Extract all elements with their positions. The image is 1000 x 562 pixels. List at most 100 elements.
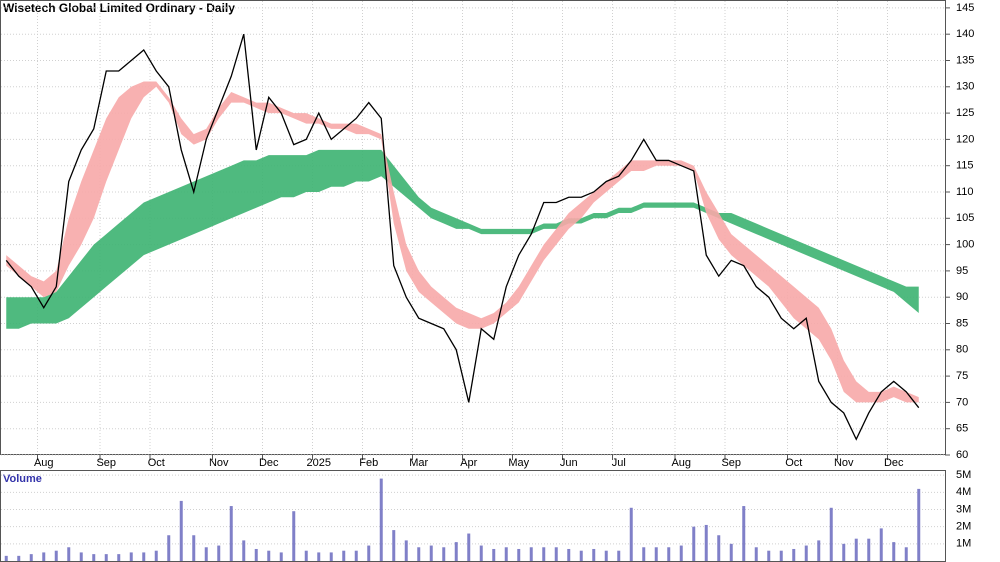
volume-bar [917,488,921,561]
volume-bar [79,552,83,561]
x-tick-label: Oct [148,457,165,469]
y-tick-label: 70 [956,396,968,408]
volume-bar [367,545,371,561]
volume-bar [229,506,233,561]
x-tick-label: Nov [209,457,229,469]
y-tick-label: 90 [956,291,968,303]
volume-tick-label: 1M [956,538,971,550]
y-tick-label: 65 [956,423,968,435]
volume-bar [604,550,608,561]
volume-bar [179,500,183,561]
y-tick-label: 80 [956,344,968,356]
y-tick-label: 105 [956,212,974,224]
volume-bar [817,540,821,561]
y-tick-label: 115 [956,160,974,172]
volume-bar [792,548,796,561]
volume-bar [379,478,383,561]
volume-bar [854,538,858,561]
x-tick-label: Dec [259,457,279,469]
volume-bar [117,554,121,561]
y-tick-label: 125 [956,107,974,119]
volume-bar [279,552,283,561]
x-tick-label: Jul [612,457,626,469]
volume-bar [729,543,733,561]
price-line [5,34,920,441]
volume-bar [317,552,321,561]
volume-bar [717,535,721,561]
x-tick-label: Feb [359,457,378,469]
volume-bar [742,506,746,561]
volume-bar [167,535,171,561]
x-tick-label: Dec [884,457,904,469]
y-tick-label: 135 [956,54,974,66]
volume-bar [404,540,408,561]
volume-bar [354,550,358,561]
volume-bar [654,547,658,561]
volume-bar [892,542,896,561]
volume-bar [4,555,8,561]
volume-bar [767,550,771,561]
volume-bar [242,540,246,561]
x-tick-label: Aug [34,457,54,469]
volume-bar [692,526,696,561]
volume-tick-label: 3M [956,503,971,515]
volume-frame [0,470,946,562]
y-tick-label: 100 [956,239,974,251]
y-tick-label: 85 [956,317,968,329]
volume-bar [67,547,71,561]
volume-bar [142,552,146,561]
volume-bar [429,545,433,561]
y-tick-label: 130 [956,81,974,93]
y-tick-label: 145 [956,2,974,14]
x-tick-label: Jun [560,457,578,469]
volume-bar [204,547,208,561]
volume-bar [529,547,533,561]
volume-bar [829,507,833,561]
volume-bar [629,507,633,561]
volume-tick-label: 5M [956,469,971,481]
x-tick-label: Mar [409,457,428,469]
volume-bar [54,550,58,561]
volume-tick-label: 2M [956,521,971,533]
ma-band [6,149,919,329]
volume-bar [592,548,596,561]
volume-bar [292,511,296,561]
y-tick-label: 75 [956,370,968,382]
volume-bar [217,545,221,561]
volume-bar [154,550,158,561]
y-tick-label: 60 [956,449,968,461]
volume-bar [704,524,708,561]
volume-bar [42,552,46,561]
x-tick-label: May [508,457,529,469]
volume-bar [842,543,846,561]
volume-bar [867,538,871,561]
x-tick-label: Aug [671,457,691,469]
volume-bar [29,554,33,561]
volume-bar [104,554,108,561]
volume-bar [417,547,421,561]
ma-band [6,81,919,403]
volume-bar [579,550,583,561]
volume-bar [554,547,558,561]
volume-bar [779,550,783,561]
volume-bar [642,547,646,561]
x-tick-label: Apr [460,457,477,469]
volume-bar [567,548,571,561]
volume-bar [667,547,671,561]
volume-bar [267,550,271,561]
volume-bar [542,547,546,561]
volume-label: Volume [3,473,42,485]
volume-bar [92,554,96,561]
x-tick-label: Sep [96,457,116,469]
volume-bar [804,545,808,561]
volume-bar [442,547,446,561]
volume-bar [192,535,196,561]
volume-bar [492,548,496,561]
volume-tick-label: 4M [956,486,971,498]
volume-bar [129,552,133,561]
x-tick-label: Sep [721,457,741,469]
volume-bar [467,533,471,561]
x-tick-label: Nov [834,457,854,469]
volume-bar [504,547,508,561]
